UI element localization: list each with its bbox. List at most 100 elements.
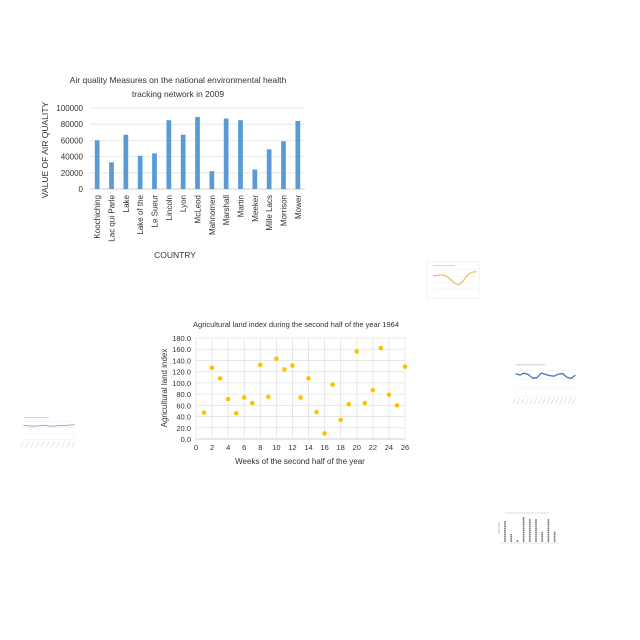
- thumbnail-dot: [522, 529, 525, 532]
- thumbnail-dot: [528, 533, 531, 536]
- thumbnail-dot: [528, 525, 531, 528]
- thumbnail-tick-mark: [512, 397, 516, 405]
- x-tick-label: 10: [272, 443, 280, 452]
- thumbnail-dot: [547, 537, 550, 540]
- data-point: [362, 400, 368, 406]
- thumbnail-dot: [522, 537, 525, 540]
- bar: [94, 140, 100, 189]
- thumbnail-tick-mark: [529, 397, 533, 405]
- x-tick-label: 4: [226, 443, 230, 452]
- chart-title-line-2: tracking network in 2009: [132, 89, 224, 99]
- thumbnail-dot: [535, 535, 537, 538]
- data-point: [306, 376, 311, 381]
- y-tick-label: 100.0: [172, 379, 191, 388]
- thumbnail-dot: [528, 519, 531, 521]
- y-tick-label: 160.0: [172, 345, 191, 354]
- bar: [281, 141, 286, 189]
- x-tick-label: Marshall: [222, 195, 231, 225]
- bar: [266, 149, 272, 189]
- y-tick-label: 0.0: [181, 435, 191, 444]
- thumbnail-tick-mark: [525, 397, 529, 405]
- x-tick-label: Meeker: [251, 195, 260, 222]
- thumbnail-tick-mark: [542, 397, 546, 405]
- data-point: [282, 367, 287, 372]
- thumbnail-dot: [522, 523, 525, 526]
- thumbnail-tick-mark: [20, 441, 24, 448]
- x-tick-label: Koochiching: [93, 195, 102, 239]
- y-tick-label: 100000: [56, 104, 83, 113]
- thumbnail-dot-chart: [498, 512, 559, 544]
- thumbnail-dot: [528, 535, 531, 538]
- thumbnail-dot: [535, 519, 537, 521]
- thumbnail-dot: [522, 531, 525, 534]
- thumbnail-dot: [522, 521, 525, 524]
- data-point: [225, 396, 231, 402]
- scatter-chart: Agricultural land index during the secon…: [160, 320, 409, 466]
- chart-title-line-1: Air quality Measures on the national env…: [70, 75, 287, 85]
- thumbnail-dot: [510, 533, 513, 536]
- thumbnail-dot: [522, 525, 525, 528]
- thumbnail-dot: [535, 540, 537, 542]
- thumbnail-tick-mark: [25, 441, 29, 448]
- x-tick-label: Lake: [122, 194, 131, 212]
- thumbnail-dot: [541, 533, 544, 536]
- thumbnail-tick-mark: [516, 397, 521, 405]
- thumbnail-dot: [528, 521, 531, 524]
- scatter-x-axis-label: Weeks of the second half of the year: [235, 457, 365, 466]
- thumbnail-dot: [504, 535, 506, 538]
- bar: [152, 153, 157, 189]
- thumbnail-dot: [522, 516, 525, 519]
- thumbnail-dot: [547, 533, 550, 536]
- x-tick-label: 16: [320, 443, 328, 452]
- thumbnail-dot: [528, 531, 531, 534]
- thumbnail-dot: [547, 519, 550, 521]
- y-tick-label: 80000: [61, 120, 84, 129]
- thumbnail-dot: [553, 531, 556, 534]
- thumbnail-dot: [522, 527, 525, 530]
- thumbnail-line-chart-light: [20, 416, 76, 448]
- thumbnail-dot: [528, 537, 531, 540]
- thumbnail-dot: [504, 537, 506, 540]
- x-tick-label: 2: [210, 443, 214, 452]
- x-tick-label: 22: [369, 443, 377, 452]
- x-tick-label: Morrison: [280, 195, 289, 226]
- bar: [123, 134, 129, 189]
- x-tick-label: 14: [304, 443, 312, 452]
- scatter-y-axis-label: Agricultural land index: [160, 349, 169, 428]
- x-tick-label: 8: [258, 443, 262, 452]
- thumbnail-tick-mark: [563, 397, 568, 405]
- thumbnail-tick-mark: [71, 441, 76, 448]
- scatter-title: Agricultural land index during the secon…: [193, 320, 399, 329]
- thumbnail-dot: [541, 540, 544, 542]
- x-tick-label: 24: [385, 443, 393, 452]
- thumbnail-dot: [504, 529, 506, 532]
- x-tick-label: Mille Lacs: [265, 195, 274, 231]
- data-point: [217, 376, 223, 381]
- thumbnail-dot: [522, 519, 525, 521]
- x-tick-label: Lac qui Parle: [108, 194, 117, 241]
- thumbnail-dot: [528, 529, 531, 532]
- x-axis-label: COUNTRY: [154, 250, 196, 260]
- thumbnail-tick-mark: [555, 397, 559, 405]
- y-tick-label: 20000: [61, 169, 84, 178]
- bar: [295, 120, 301, 189]
- x-tick-label: Lake of the: [136, 194, 145, 234]
- y-tick-label: 0: [79, 185, 84, 194]
- bar: [109, 162, 114, 189]
- data-point: [346, 401, 352, 407]
- thumbnail-dot: [553, 540, 556, 542]
- thumbnail-dot: [535, 529, 537, 532]
- thumbnail-tick-mark: [45, 441, 50, 448]
- thumbnail-dot: [522, 535, 525, 538]
- thumbnail-dot: [528, 540, 531, 542]
- x-tick-label: Mahnomen: [208, 195, 217, 235]
- x-tick-label: Lincoln: [165, 195, 174, 220]
- thumbnail-tick-mark: [30, 441, 34, 448]
- thumbnail-dot: [547, 529, 550, 532]
- thumbnail-dot: [541, 535, 544, 538]
- thumbnail-tick-mark: [51, 441, 55, 448]
- thumbnail-dot: [535, 521, 537, 524]
- thumbnail-tick-mark: [520, 397, 525, 405]
- thumbnail-dot: [528, 527, 531, 530]
- bar: [166, 120, 172, 189]
